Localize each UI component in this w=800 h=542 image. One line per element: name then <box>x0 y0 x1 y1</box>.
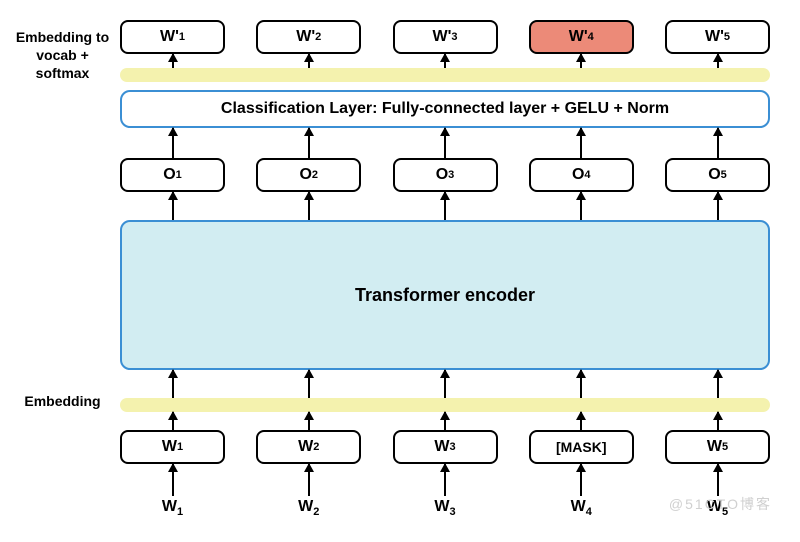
arrow-up-icon <box>444 412 446 430</box>
output-token-1: W'1 <box>120 20 225 54</box>
o-node-3: O3 <box>393 158 498 192</box>
output-token-3: W'3 <box>393 20 498 54</box>
input-token-3: W3 <box>393 498 498 518</box>
arrow-up-icon <box>172 370 174 400</box>
arrow-up-icon <box>580 192 582 220</box>
arrow-row-5 <box>120 464 770 496</box>
arrow-up-icon <box>717 412 719 430</box>
arrow-row-3 <box>120 192 770 220</box>
embedding-label: Embedding <box>10 392 115 410</box>
o-node-5: O5 <box>665 158 770 192</box>
arrow-up-icon <box>172 192 174 220</box>
watermark: @51CTO博客 <box>669 494 772 514</box>
arrow-up-icon <box>717 128 719 158</box>
o-node-1: O1 <box>120 158 225 192</box>
arrow-row-4b <box>120 412 770 430</box>
arrow-up-icon <box>444 192 446 220</box>
arrow-up-icon <box>308 412 310 430</box>
arrow-up-icon <box>172 128 174 158</box>
classification-layer: Classification Layer: Fully-connected la… <box>120 90 770 128</box>
bert-mlm-diagram: W'1 W'2 W'3 W'4 W'5 Embedding to vocab + sof… <box>10 20 790 532</box>
input-box-3: W3 <box>393 430 498 464</box>
arrow-up-icon <box>308 128 310 158</box>
arrow-up-icon <box>172 412 174 430</box>
output-token-5: W'5 <box>665 20 770 54</box>
output-token-4: W'4 <box>529 20 634 54</box>
o-node-row: O1 O2 O3 O4 O5 <box>120 158 770 192</box>
input-token-1: W1 <box>120 498 225 518</box>
arrow-up-icon <box>580 128 582 158</box>
arrow-up-icon <box>717 370 719 400</box>
arrow-up-icon <box>308 192 310 220</box>
input-box-row: W1 W2 W3 [MASK] W5 <box>120 430 770 464</box>
arrow-up-icon <box>444 464 446 496</box>
input-box-4: [MASK] <box>529 430 634 464</box>
arrow-up-icon <box>308 370 310 400</box>
arrow-up-icon <box>172 464 174 496</box>
input-box-2: W2 <box>256 430 361 464</box>
arrow-up-icon <box>717 464 719 496</box>
input-box-1: W1 <box>120 430 225 464</box>
transformer-encoder: Transformer encoder <box>120 220 770 370</box>
arrow-up-icon <box>717 192 719 220</box>
arrow-row-4 <box>120 370 770 400</box>
arrow-up-icon <box>580 370 582 400</box>
input-box-5: W5 <box>665 430 770 464</box>
arrow-row-2 <box>120 128 770 158</box>
embedding-softmax-label: Embedding to vocab + softmax <box>10 28 115 83</box>
arrow-up-icon <box>580 464 582 496</box>
o-node-4: O4 <box>529 158 634 192</box>
input-token-2: W2 <box>256 498 361 518</box>
embedding-strip <box>120 398 770 412</box>
arrow-up-icon <box>308 464 310 496</box>
output-token-row: W'1 W'2 W'3 W'4 W'5 <box>120 20 770 54</box>
arrow-up-icon <box>444 370 446 400</box>
arrow-up-icon <box>444 128 446 158</box>
arrow-up-icon <box>580 412 582 430</box>
output-token-2: W'2 <box>256 20 361 54</box>
o-node-2: O2 <box>256 158 361 192</box>
embedding-softmax-strip <box>120 68 770 82</box>
input-token-4: W4 <box>529 498 634 518</box>
